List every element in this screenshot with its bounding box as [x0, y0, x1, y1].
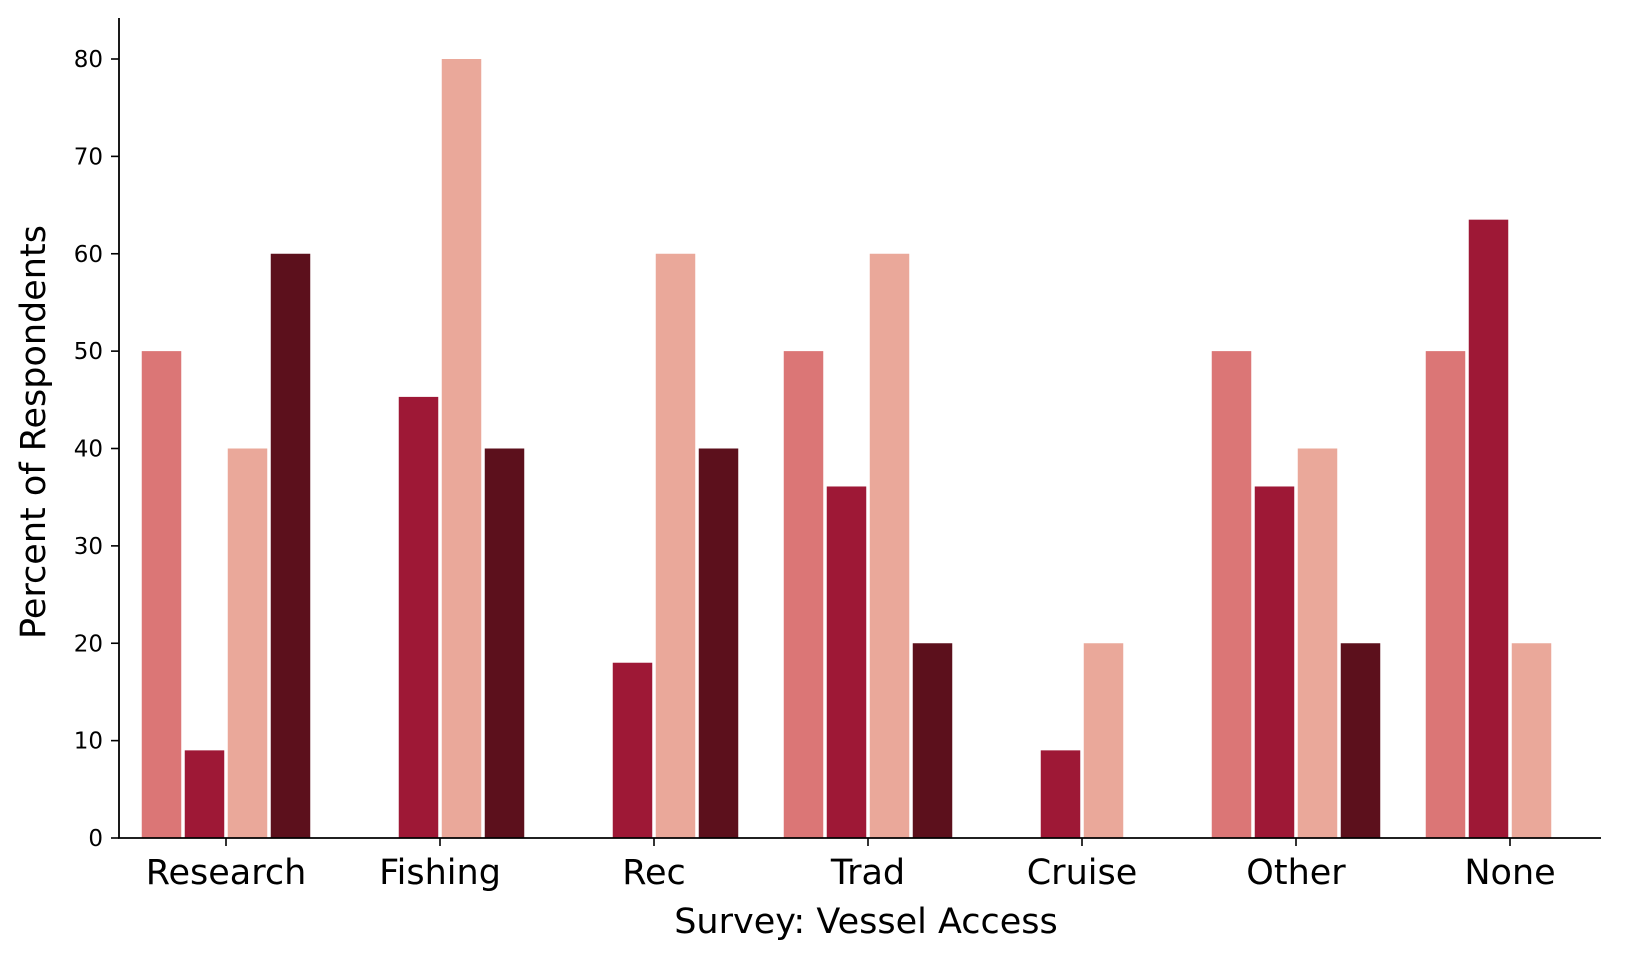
- bar-research-series-2: [184, 750, 225, 838]
- x-ticks-group: Research Fishing Rec Trad Cruise Other None: [146, 838, 1556, 893]
- x-tick-label: Cruise: [1027, 853, 1138, 893]
- x-tick-label: Rec: [622, 853, 686, 893]
- bars-group: [141, 59, 1552, 839]
- bar-rec-series-4: [698, 448, 739, 838]
- x-tick-label: Fishing: [379, 853, 501, 893]
- bar-none-series-1: [1425, 351, 1466, 838]
- bar-research-series-1: [141, 351, 182, 838]
- bar-none-series-2: [1468, 219, 1509, 839]
- x-axis-label: Survey: Vessel Access: [674, 902, 1058, 942]
- bar-other-series-1: [1211, 351, 1252, 838]
- y-tick-label: 20: [74, 631, 103, 657]
- bar-other-series-2: [1254, 486, 1295, 838]
- y-tick-label: 10: [74, 729, 103, 755]
- bar-rec-series-3: [655, 253, 696, 838]
- bar-trad-series-2: [826, 486, 867, 838]
- bar-cruise-series-2: [1040, 750, 1081, 838]
- x-tick-label: Research: [146, 853, 307, 893]
- y-axis-label: Percent of Respondents: [14, 225, 54, 639]
- y-tick-label: 0: [88, 826, 103, 852]
- bar-trad-series-4: [912, 643, 953, 838]
- bar-fishing-series-3: [441, 59, 482, 838]
- bar-none-series-3: [1511, 643, 1552, 838]
- y-tick-label: 30: [74, 534, 103, 560]
- bar-cruise-series-3: [1083, 643, 1124, 838]
- y-tick-label: 60: [74, 242, 103, 268]
- bar-trad-series-1: [783, 351, 824, 838]
- x-tick-label: None: [1464, 853, 1555, 893]
- bar-research-series-4: [270, 253, 311, 838]
- axes-group: [118, 18, 1601, 839]
- bar-rec-series-2: [612, 662, 653, 838]
- y-tick-label: 70: [74, 144, 103, 170]
- bar-research-series-3: [227, 448, 268, 838]
- bar-trad-series-3: [869, 253, 910, 838]
- bar-fishing-series-2: [398, 396, 439, 838]
- y-tick-label: 50: [74, 339, 103, 365]
- y-tick-label: 80: [74, 47, 103, 73]
- x-tick-label: Trad: [830, 853, 905, 893]
- x-tick-label: Other: [1246, 853, 1346, 893]
- bar-fishing-series-4: [484, 448, 525, 838]
- bar-other-series-4: [1340, 643, 1381, 838]
- y-ticks-group: 0 10 20 30 40 50 60 70 80: [74, 47, 119, 852]
- y-tick-label: 40: [74, 437, 103, 463]
- bar-other-series-3: [1297, 448, 1338, 838]
